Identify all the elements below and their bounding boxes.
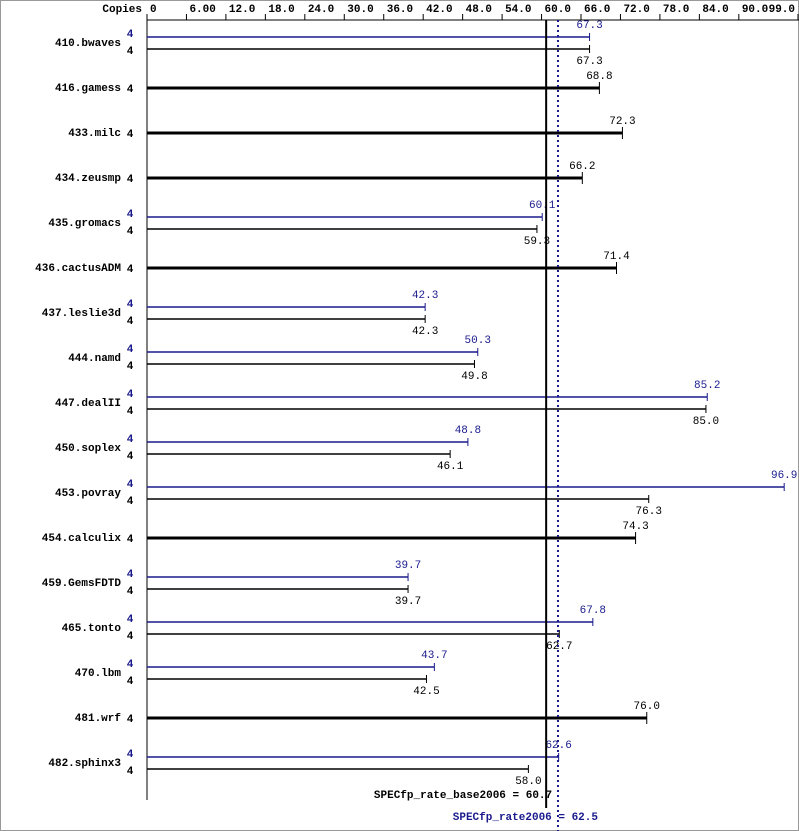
- copies-header: Copies: [102, 4, 142, 16]
- copies: 4: [127, 299, 134, 311]
- category-label: 436.cactusADM: [35, 263, 121, 275]
- copies: 4: [127, 631, 134, 643]
- copies: 4: [127, 316, 134, 328]
- copies: 4: [127, 389, 134, 401]
- reference-value: 62.5: [572, 812, 599, 824]
- value-label: 42.3: [412, 326, 438, 338]
- copies: 4: [127, 434, 134, 446]
- copies: 4: [127, 714, 134, 726]
- copies: 4: [127, 406, 134, 418]
- x-tick-label: 12.0: [229, 4, 255, 16]
- value-label: 60.1: [529, 200, 556, 212]
- copies: 4: [127, 174, 134, 186]
- copies: 4: [127, 479, 134, 491]
- reference-name: SPECfp_rate2006 =: [453, 812, 566, 824]
- value-label: 59.3: [524, 236, 550, 248]
- x-tick-label: 54.0: [505, 4, 531, 16]
- value-label: 76.3: [636, 506, 662, 518]
- value-label: 43.7: [421, 650, 447, 662]
- value-label: 49.8: [461, 371, 487, 383]
- category-label: 435.gromacs: [48, 218, 121, 230]
- value-label: 67.8: [580, 605, 606, 617]
- value-label: 46.1: [437, 461, 464, 473]
- x-tick-label: 48.0: [466, 4, 492, 16]
- value-label: 67.3: [576, 20, 602, 32]
- copies: 4: [127, 29, 134, 41]
- copies: 4: [127, 496, 134, 508]
- copies: 4: [127, 129, 134, 141]
- x-tick-label: 36.0: [387, 4, 413, 16]
- category-label: 410.bwaves: [55, 38, 121, 50]
- x-tick-label: 6.00: [189, 4, 215, 16]
- value-label: 76.0: [634, 701, 660, 713]
- value-label: 39.7: [395, 560, 421, 572]
- value-label: 42.3: [412, 290, 438, 302]
- category-label: 447.dealII: [55, 398, 121, 410]
- x-tick-label: 84.0: [702, 4, 728, 16]
- copies: 4: [127, 209, 134, 221]
- copies: 4: [127, 361, 134, 373]
- value-label: 48.8: [455, 425, 481, 437]
- x-tick-label: 24.0: [308, 4, 334, 16]
- copies: 4: [127, 264, 134, 276]
- x-tick-label: 30.0: [347, 4, 373, 16]
- value-label: 66.2: [569, 161, 595, 173]
- category-label: 481.wrf: [75, 713, 122, 725]
- copies: 4: [127, 676, 134, 688]
- value-label: 72.3: [609, 116, 635, 128]
- x-tick-label: 18.0: [268, 4, 294, 16]
- x-tick-label: 99.0: [769, 4, 795, 16]
- value-label: 96.9: [771, 470, 797, 482]
- reference-label: SPECfp_rate2006 = 62.5: [453, 812, 599, 824]
- copies: 4: [127, 226, 134, 238]
- category-label: 470.lbm: [75, 668, 122, 680]
- value-label: 50.3: [465, 335, 491, 347]
- copies: 4: [127, 46, 134, 58]
- value-label: 68.8: [586, 71, 612, 83]
- x-tick-label: 42.0: [426, 4, 452, 16]
- reference-value: 60.7: [526, 790, 552, 802]
- category-label: 437.leslie3d: [42, 308, 121, 320]
- value-label: 85.0: [693, 416, 719, 428]
- value-label: 71.4: [603, 251, 630, 263]
- x-tick-label: 60.0: [545, 4, 571, 16]
- x-tick-label: 90.0: [742, 4, 768, 16]
- value-label: 67.3: [576, 56, 602, 68]
- category-label: 459.GemsFDTD: [42, 578, 122, 590]
- x-tick-label: 66.0: [584, 4, 610, 16]
- category-label: 454.calculix: [42, 533, 122, 545]
- value-label: 39.7: [395, 596, 421, 608]
- value-label: 42.5: [413, 686, 439, 698]
- category-label: 434.zeusmp: [55, 173, 121, 185]
- category-label: 465.tonto: [62, 623, 122, 635]
- copies: 4: [127, 659, 134, 671]
- value-label: 58.0: [515, 776, 541, 788]
- copies: 4: [127, 451, 134, 463]
- copies: 4: [127, 534, 134, 546]
- reference-name: SPECfp_rate_base2006 =: [374, 790, 520, 802]
- category-label: 453.povray: [55, 488, 121, 500]
- value-label: 74.3: [622, 521, 648, 533]
- copies: 4: [127, 344, 134, 356]
- value-label: 62.7: [546, 641, 572, 653]
- copies: 4: [127, 614, 134, 626]
- reference-label: SPECfp_rate_base2006 = 60.7: [374, 790, 552, 802]
- copies: 4: [127, 749, 134, 761]
- x-tick-label: 78.0: [663, 4, 689, 16]
- x-tick-label: 0: [150, 4, 157, 16]
- category-label: 433.milc: [68, 128, 121, 140]
- x-tick-label: 72.0: [623, 4, 649, 16]
- category-label: 444.namd: [68, 353, 121, 365]
- copies: 4: [127, 569, 134, 581]
- category-label: 482.sphinx3: [48, 758, 121, 770]
- category-label: 416.gamess: [55, 83, 121, 95]
- copies: 4: [127, 586, 134, 598]
- copies: 4: [127, 766, 134, 778]
- category-label: 450.soplex: [55, 443, 121, 455]
- copies: 4: [127, 84, 134, 96]
- value-label: 85.2: [694, 380, 720, 392]
